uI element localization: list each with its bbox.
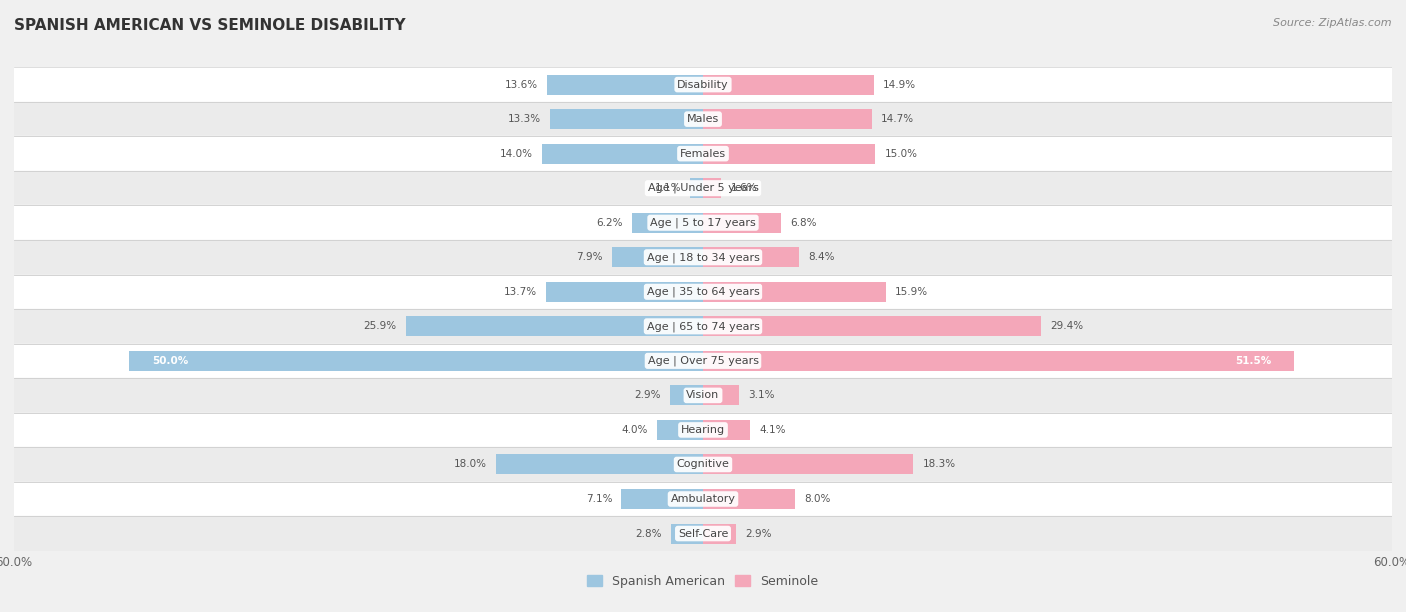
Bar [703,351,1295,371]
Bar [14,517,1392,551]
Bar [657,420,703,440]
Text: 50.0%: 50.0% [152,356,188,366]
Text: 15.0%: 15.0% [884,149,918,159]
Bar [703,247,800,267]
Bar [703,144,875,163]
Text: 8.0%: 8.0% [804,494,831,504]
Bar [703,109,872,129]
Text: 13.6%: 13.6% [505,80,537,89]
Text: Age | Under 5 years: Age | Under 5 years [648,183,758,193]
Bar [14,275,1392,309]
Text: 1.6%: 1.6% [731,183,756,193]
Text: 25.9%: 25.9% [363,321,396,331]
Text: 2.8%: 2.8% [636,529,662,539]
Bar [546,282,703,302]
Bar [703,489,794,509]
Bar [129,351,703,371]
Bar [671,523,703,543]
Bar [703,420,749,440]
Bar [703,75,875,95]
Bar [14,67,1392,102]
Text: 4.1%: 4.1% [759,425,786,435]
Bar [14,412,1392,447]
Text: 7.9%: 7.9% [576,252,603,263]
Text: Age | 65 to 74 years: Age | 65 to 74 years [647,321,759,332]
Text: 3.1%: 3.1% [748,390,775,400]
Text: 8.4%: 8.4% [808,252,835,263]
Text: Cognitive: Cognitive [676,460,730,469]
Text: 7.1%: 7.1% [586,494,612,504]
Bar [703,386,738,405]
Text: 14.7%: 14.7% [882,114,914,124]
Text: SPANISH AMERICAN VS SEMINOLE DISABILITY: SPANISH AMERICAN VS SEMINOLE DISABILITY [14,18,406,34]
Text: 18.0%: 18.0% [454,460,486,469]
Text: 2.9%: 2.9% [634,390,661,400]
Text: 1.1%: 1.1% [655,183,681,193]
Bar [14,343,1392,378]
Text: Self-Care: Self-Care [678,529,728,539]
Text: Source: ZipAtlas.com: Source: ZipAtlas.com [1274,18,1392,28]
Bar [703,455,912,474]
Bar [496,455,703,474]
Bar [14,171,1392,206]
Bar [703,282,886,302]
Text: 13.7%: 13.7% [503,287,537,297]
Text: 15.9%: 15.9% [894,287,928,297]
Bar [14,102,1392,136]
Bar [14,136,1392,171]
Text: 4.0%: 4.0% [621,425,648,435]
Text: Age | 18 to 34 years: Age | 18 to 34 years [647,252,759,263]
Bar [612,247,703,267]
Text: 14.0%: 14.0% [501,149,533,159]
Text: 6.2%: 6.2% [596,218,623,228]
Bar [547,75,703,95]
Text: Age | 35 to 64 years: Age | 35 to 64 years [647,286,759,297]
Bar [703,316,1040,337]
Text: Hearing: Hearing [681,425,725,435]
Text: 2.9%: 2.9% [745,529,772,539]
Bar [14,482,1392,517]
Text: 14.9%: 14.9% [883,80,917,89]
Legend: Spanish American, Seminole: Spanish American, Seminole [582,570,824,593]
Bar [631,213,703,233]
Text: Disability: Disability [678,80,728,89]
Text: 18.3%: 18.3% [922,460,956,469]
Bar [405,316,703,337]
Text: 6.8%: 6.8% [790,218,817,228]
Bar [14,447,1392,482]
Bar [703,213,782,233]
Bar [14,206,1392,240]
Bar [690,178,703,198]
Bar [703,523,737,543]
Text: 13.3%: 13.3% [508,114,541,124]
Bar [14,378,1392,412]
Bar [543,144,703,163]
Bar [550,109,703,129]
Bar [621,489,703,509]
Text: Age | Over 75 years: Age | Over 75 years [648,356,758,366]
Text: 51.5%: 51.5% [1234,356,1271,366]
Bar [703,178,721,198]
Text: Females: Females [681,149,725,159]
Bar [669,386,703,405]
Text: Males: Males [688,114,718,124]
Bar [14,309,1392,343]
Text: 29.4%: 29.4% [1050,321,1083,331]
Text: Ambulatory: Ambulatory [671,494,735,504]
Text: Age | 5 to 17 years: Age | 5 to 17 years [650,217,756,228]
Bar [14,240,1392,275]
Text: Vision: Vision [686,390,720,400]
